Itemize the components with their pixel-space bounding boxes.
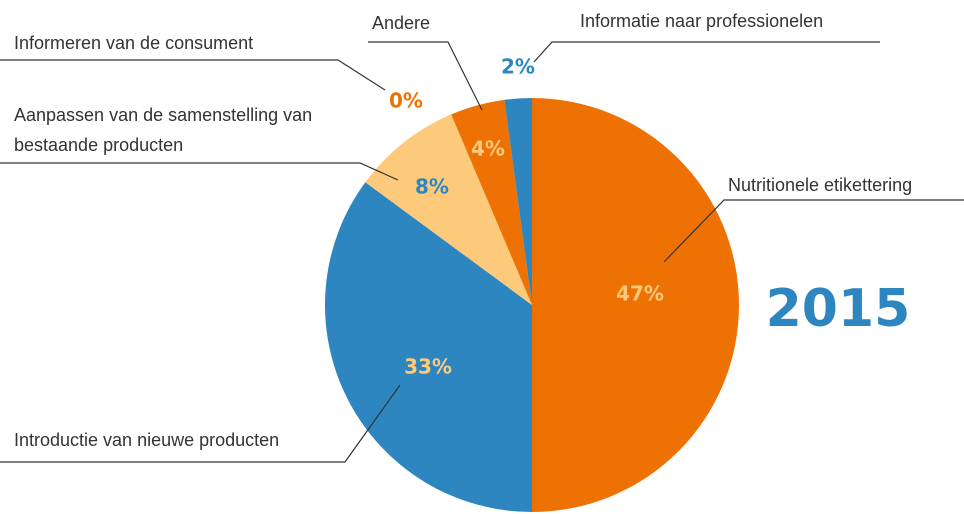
pie-slice	[325, 182, 532, 512]
leader-line	[368, 41, 483, 111]
leader-line	[663, 199, 964, 263]
value-label: 2%	[501, 55, 535, 79]
value-label: 4%	[471, 137, 505, 161]
leader-line	[0, 59, 386, 91]
category-label: Andere	[372, 13, 431, 33]
value-label: 8%	[415, 175, 449, 199]
category-label: Informeren van de consument	[14, 33, 254, 53]
leader-line	[0, 162, 399, 181]
leader-line	[533, 41, 880, 63]
category-label: Nutritionele etikettering	[728, 175, 913, 195]
category-label: Introductie van nieuwe producten	[14, 430, 280, 450]
pie-slice	[451, 99, 532, 306]
value-label: 47%	[616, 282, 664, 306]
year-annotation: 2015	[766, 279, 911, 339]
category-label: Informatie naar professionelen	[580, 11, 824, 31]
value-label: 33%	[404, 355, 452, 379]
leader-line	[0, 384, 401, 463]
value-label: 0%	[389, 89, 423, 113]
pie-slice	[365, 114, 532, 305]
pie-slice	[532, 98, 739, 512]
category-label: Aanpassen van de samenstelling van besta…	[14, 105, 313, 155]
pie-slice	[504, 98, 532, 305]
